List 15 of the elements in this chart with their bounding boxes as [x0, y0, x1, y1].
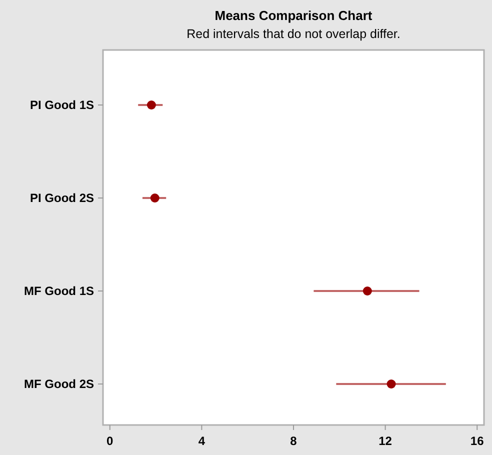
point: [386, 380, 396, 388]
x-tick-label: 8: [290, 434, 298, 448]
point: [146, 100, 156, 110]
y-tick-label: PI Good 1S: [30, 98, 94, 112]
x-tick-label: 12: [378, 434, 392, 448]
chart-title: Means Comparison Chart: [214, 8, 373, 23]
point: [150, 194, 160, 202]
chart-subtitle: Red intervals that do not overlap differ.: [186, 27, 400, 41]
y-tick-label: MF Good 2S: [24, 377, 94, 391]
point: [362, 286, 372, 296]
y-tick-label: PI Good 2S: [30, 191, 94, 205]
x-tick-label: 4: [198, 434, 206, 448]
y-tick-label: MF Good 1S: [24, 284, 94, 298]
x-tick-label: 16: [470, 434, 484, 448]
x-tick-label: 0: [106, 434, 114, 448]
